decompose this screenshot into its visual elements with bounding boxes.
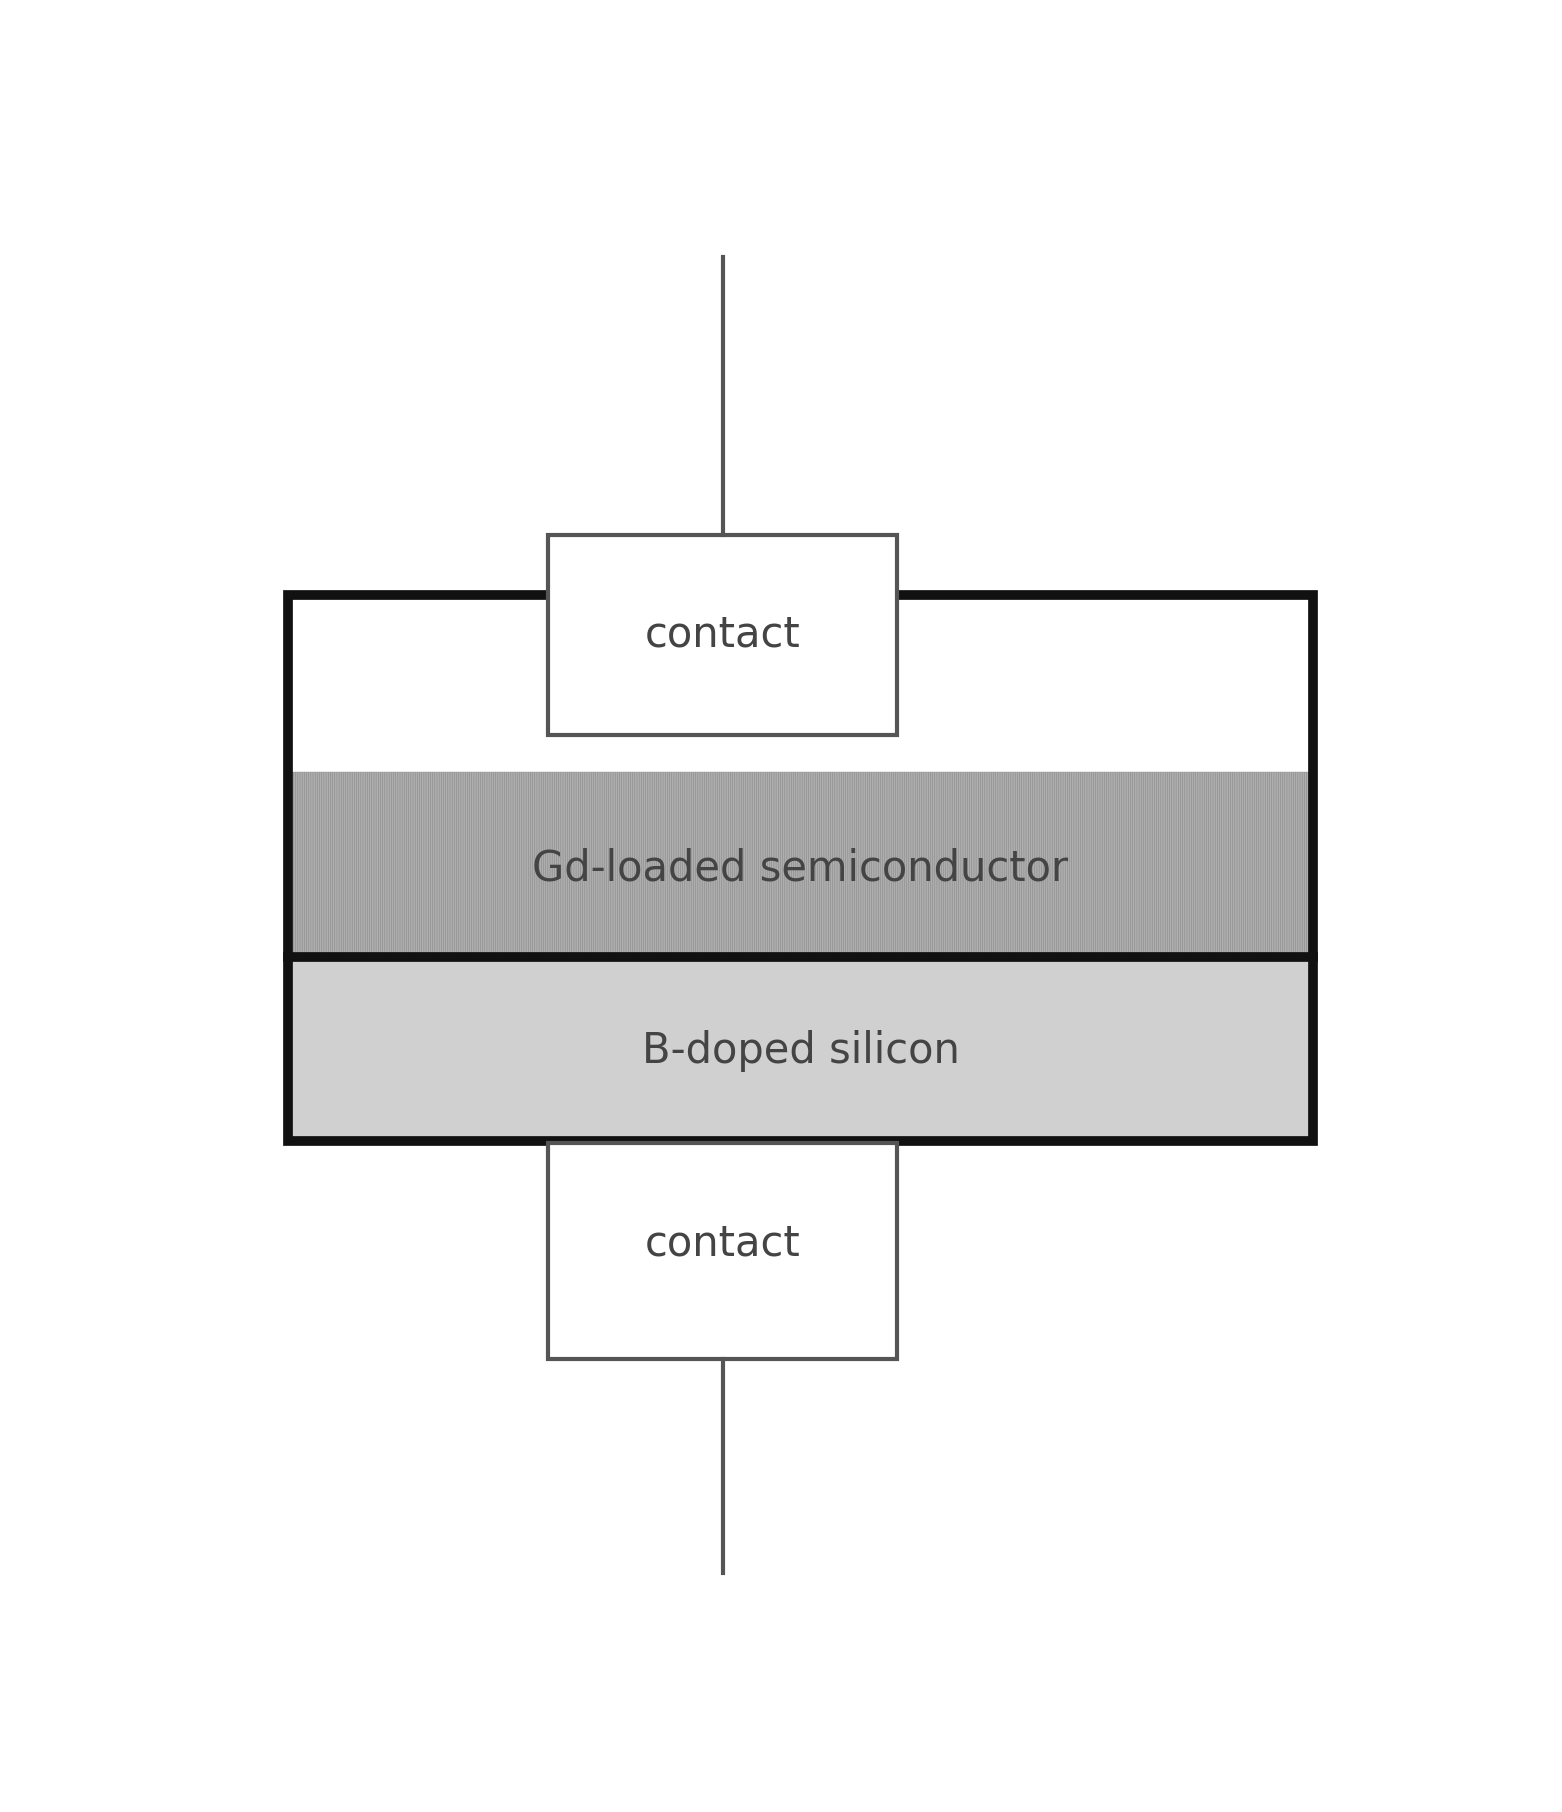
Text: contact: contact <box>645 614 801 656</box>
Bar <box>289 594 1312 1142</box>
Bar <box>548 535 897 736</box>
Text: B-doped silicon: B-doped silicon <box>642 1029 959 1071</box>
Bar <box>548 1143 897 1359</box>
Text: contact: contact <box>645 1221 801 1265</box>
Bar <box>289 772 1312 957</box>
Bar <box>289 957 1312 1142</box>
Bar <box>289 772 1312 957</box>
Text: Gd-loaded semiconductor: Gd-loaded semiconductor <box>533 846 1068 890</box>
